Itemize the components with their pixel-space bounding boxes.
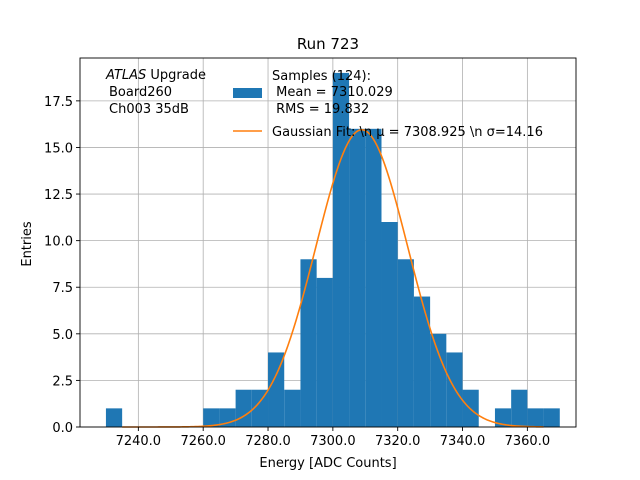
- annotation-line-3: Ch003 35dB: [109, 102, 189, 117]
- y-axis-label: Entries: [20, 221, 35, 267]
- plot-frame: [79, 57, 577, 428]
- x-tick-label-3: 7300.0: [310, 434, 356, 449]
- x-axis-label: Energy [ADC Counts]: [259, 456, 396, 471]
- histogram-bar-21: [543, 408, 560, 427]
- annotation-line-1: ATLAS Upgrade: [105, 68, 206, 83]
- annotation: ATLAS Upgrade Board260 Ch003 35dB: [105, 68, 206, 117]
- y-tick-label-6: 15.0: [44, 141, 73, 156]
- x-tick-label-5: 7340.0: [440, 434, 486, 449]
- x-tick-label-2: 7280.0: [245, 434, 291, 449]
- y-tick-label-2: 5.0: [52, 328, 73, 343]
- histogram-bar-8: [316, 277, 333, 427]
- chart-title: Run 723: [297, 35, 359, 53]
- histogram-bar-19: [511, 389, 528, 427]
- x-tick-label-4: 7320.0: [375, 434, 421, 449]
- y-tick-label-4: 10.0: [44, 235, 73, 250]
- histogram-bar-9: [332, 72, 350, 427]
- histogram-bars: [105, 72, 560, 427]
- legend-hist-line-3: RMS = 19.832: [272, 102, 369, 117]
- histogram-bar-11: [365, 128, 382, 427]
- histogram-bar-0: [105, 408, 123, 427]
- x-tick-label-1: 7260.0: [180, 434, 226, 449]
- legend: Samples (124): Mean = 7310.029 RMS = 19.…: [233, 69, 543, 140]
- y-tick-label-3: 7.5: [52, 281, 73, 296]
- legend-hist-line-1: Samples (124):: [272, 69, 371, 84]
- histogram-bar-5: [268, 352, 285, 427]
- histogram-bar-20: [527, 408, 544, 427]
- ticks: 7240.0 7260.0 7280.0 7300.0 7320.0 7340.0 7360…: [44, 95, 550, 449]
- histogram-bar-7: [300, 259, 317, 427]
- legend-fit-label: Gaussian Fit: \n μ = 7308.925 \n σ=14.16: [272, 125, 543, 140]
- histogram-bar-3: [235, 389, 252, 427]
- histogram-bar-14: [413, 296, 431, 427]
- legend-hist-line-2: Mean = 7310.029: [272, 85, 393, 100]
- annotation-upgrade: Upgrade: [146, 68, 206, 83]
- y-tick-label-0: 0.0: [52, 421, 73, 436]
- y-tick-label-5: 12.5: [44, 188, 73, 203]
- x-tick-label-6: 7360.0: [505, 434, 551, 449]
- axes: [79, 57, 577, 428]
- histogram-bar-4: [251, 389, 269, 427]
- y-tick-label-1: 2.5: [52, 374, 73, 389]
- x-tick-label-0: 7240.0: [116, 434, 162, 449]
- histogram-bar-12: [381, 222, 398, 427]
- histogram-bar-13: [397, 259, 414, 427]
- histogram-bar-15: [430, 333, 447, 427]
- histogram-bar-1: [203, 408, 220, 427]
- annotation-atlas: ATLAS: [105, 68, 146, 83]
- y-tick-label-7: 17.5: [44, 95, 73, 110]
- annotation-line-2: Board260: [109, 85, 172, 100]
- histogram-bar-10: [349, 128, 366, 427]
- histogram-bar-18: [494, 408, 512, 427]
- legend-hist-swatch: [233, 88, 262, 98]
- histogram-bar-6: [284, 389, 301, 427]
